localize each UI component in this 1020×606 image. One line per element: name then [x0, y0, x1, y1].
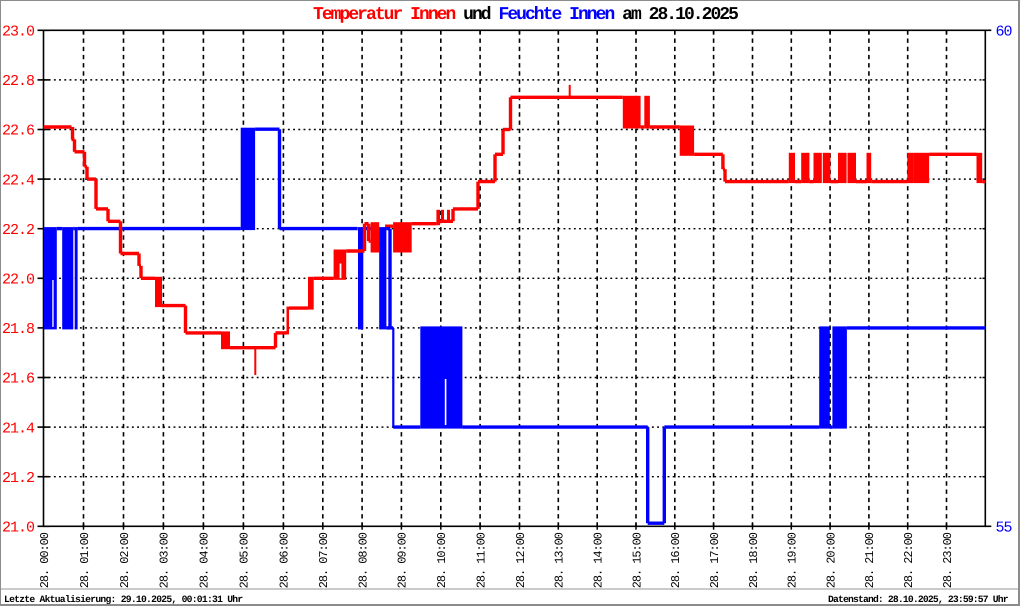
svg-text:28. 07:00: 28. 07:00 — [317, 532, 331, 588]
svg-text:28. 20:00: 28. 20:00 — [824, 532, 838, 588]
svg-text:28. 04:00: 28. 04:00 — [198, 532, 212, 588]
svg-text:Letzte Aktualisierung: 29.10.2: Letzte Aktualisierung: 29.10.2025, 00:01… — [4, 594, 243, 605]
svg-text:28. 14:00: 28. 14:00 — [592, 532, 606, 588]
svg-text:Temperatur Innen und Feuchte I: Temperatur Innen und Feuchte Innen am 28… — [313, 5, 738, 25]
svg-text:28. 23:00: 28. 23:00 — [941, 532, 955, 588]
svg-text:55: 55 — [996, 520, 1013, 537]
svg-text:28. 11:00: 28. 11:00 — [474, 532, 488, 588]
svg-text:28. 09:00: 28. 09:00 — [396, 532, 410, 588]
svg-text:28. 17:00: 28. 17:00 — [708, 532, 722, 588]
svg-text:22.2: 22.2 — [2, 222, 34, 239]
svg-text:28. 22:00: 28. 22:00 — [902, 532, 916, 588]
svg-text:28. 19:00: 28. 19:00 — [786, 532, 800, 588]
svg-text:60: 60 — [996, 24, 1013, 41]
svg-text:28. 18:00: 28. 18:00 — [747, 532, 761, 588]
svg-text:21.4: 21.4 — [2, 420, 35, 437]
svg-text:22.6: 22.6 — [2, 123, 35, 140]
svg-text:28. 15:00: 28. 15:00 — [630, 532, 644, 588]
svg-text:28. 05:00: 28. 05:00 — [238, 532, 252, 588]
svg-text:28. 10:00: 28. 10:00 — [435, 532, 449, 588]
svg-text:21.6: 21.6 — [2, 371, 35, 388]
svg-text:28. 06:00: 28. 06:00 — [278, 532, 292, 588]
svg-text:22.8: 22.8 — [2, 73, 35, 90]
svg-text:28. 08:00: 28. 08:00 — [356, 532, 370, 588]
svg-text:28. 16:00: 28. 16:00 — [669, 532, 683, 588]
svg-text:21.0: 21.0 — [2, 520, 35, 537]
svg-text:21.8: 21.8 — [2, 321, 35, 338]
svg-text:22.0: 22.0 — [2, 272, 35, 289]
svg-text:28. 21:00: 28. 21:00 — [863, 532, 877, 588]
svg-text:28. 12:00: 28. 12:00 — [514, 532, 528, 588]
svg-text:28. 00:00: 28. 00:00 — [38, 532, 52, 588]
svg-text:28. 01:00: 28. 01:00 — [78, 532, 92, 588]
svg-text:Datenstand: 28.10.2025, 23:59:: Datenstand: 28.10.2025, 23:59:57 Uhr — [828, 594, 1009, 605]
svg-text:28. 02:00: 28. 02:00 — [118, 532, 132, 588]
svg-text:28. 13:00: 28. 13:00 — [553, 532, 567, 588]
svg-text:28. 03:00: 28. 03:00 — [158, 532, 172, 588]
svg-text:23.0: 23.0 — [2, 24, 35, 41]
svg-text:21.2: 21.2 — [2, 470, 34, 487]
svg-text:22.4: 22.4 — [2, 172, 35, 189]
